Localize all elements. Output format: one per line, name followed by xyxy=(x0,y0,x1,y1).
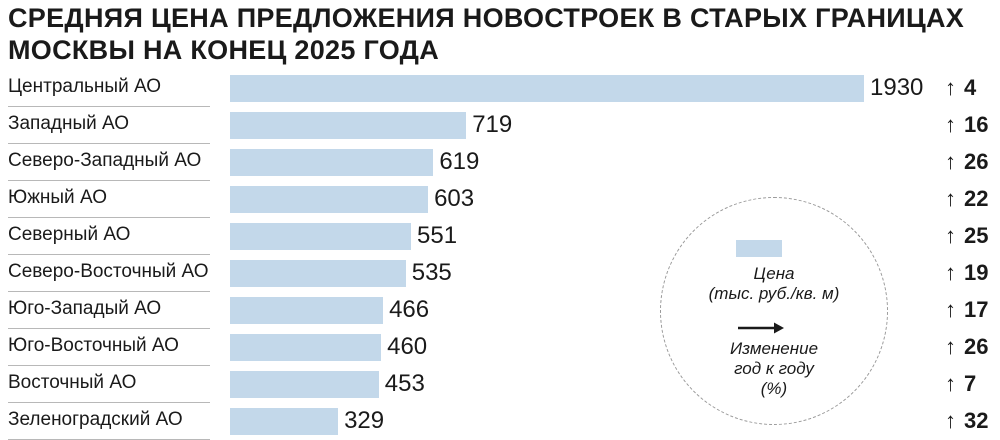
change-value: 22 xyxy=(964,186,989,211)
change-value: 32 xyxy=(964,408,989,433)
price-bar xyxy=(230,112,467,139)
chart-title-line-1: Средняя цена предложения новостроек в ст… xyxy=(8,3,965,33)
legend-change-sub: год к году xyxy=(734,359,814,378)
price-value-label: 453 xyxy=(384,370,425,397)
price-bar xyxy=(230,223,411,250)
change-label: ↑ 25 xyxy=(945,223,988,249)
arrow-up-icon: ↑ xyxy=(945,408,956,433)
row-divider xyxy=(8,106,210,107)
legend-price-swatch xyxy=(736,240,782,257)
bar-row: Северо-Восточный АО 535 ↑ 19 xyxy=(0,255,1000,292)
row-divider xyxy=(8,291,210,292)
price-bar xyxy=(230,186,429,213)
price-bar xyxy=(230,260,406,287)
change-label: ↑ 19 xyxy=(945,260,988,286)
change-value: 7 xyxy=(964,371,977,396)
arrow-up-icon: ↑ xyxy=(945,260,956,285)
price-value-label: 460 xyxy=(387,333,428,360)
arrow-up-icon: ↑ xyxy=(945,112,956,137)
arrow-up-icon: ↑ xyxy=(945,149,956,174)
price-bar xyxy=(230,75,864,102)
price-bar xyxy=(230,371,379,398)
row-divider xyxy=(8,217,210,218)
category-label: Центральный АО xyxy=(8,76,162,97)
change-label: ↑ 32 xyxy=(945,408,988,434)
price-value-label: 619 xyxy=(439,148,480,175)
bar-row: Зеленоградский АО 329 ↑ 32 xyxy=(0,403,1000,440)
bar-row: Северо-Западный АО 619 ↑ 26 xyxy=(0,144,1000,181)
legend-price-label: Цена xyxy=(753,264,795,283)
category-label: Западный АО xyxy=(8,113,130,134)
row-divider xyxy=(8,180,210,181)
bar-row: Восточный АО 453 ↑ 7 xyxy=(0,366,1000,403)
change-value: 17 xyxy=(964,297,989,322)
change-label: ↑ 22 xyxy=(945,186,988,212)
price-value-label: 551 xyxy=(417,222,458,249)
row-divider xyxy=(8,328,210,329)
arrow-right-icon xyxy=(738,322,784,334)
price-bar xyxy=(230,149,434,176)
bar-row: Западный АО 719 ↑ 16 xyxy=(0,107,1000,144)
category-label: Восточный АО xyxy=(8,372,137,393)
category-label: Северный АО xyxy=(8,224,131,245)
price-value-label: 329 xyxy=(344,407,385,434)
change-value: 19 xyxy=(964,260,989,285)
price-bar xyxy=(230,408,339,435)
change-value: 26 xyxy=(964,334,989,359)
category-label: Юго-Западый АО xyxy=(8,298,162,319)
chart-title: Средняя цена предложения новостроек в ст… xyxy=(8,2,993,66)
price-bar xyxy=(230,297,384,324)
price-value-label: 466 xyxy=(389,296,430,323)
change-value: 26 xyxy=(964,149,989,174)
bar-row: Северный АО 551 ↑ 25 xyxy=(0,218,1000,255)
row-divider xyxy=(8,254,210,255)
arrow-up-icon: ↑ xyxy=(945,334,956,359)
change-label: ↑ 4 xyxy=(945,75,976,101)
bar-row: Южный АО 603 ↑ 22 xyxy=(0,181,1000,218)
price-bar xyxy=(230,334,382,361)
bar-row: Центральный АО 1930 ↑ 4 xyxy=(0,70,1000,107)
arrow-up-icon: ↑ xyxy=(945,223,956,248)
change-value: 16 xyxy=(964,112,989,137)
price-value-label: 535 xyxy=(411,259,452,286)
change-value: 4 xyxy=(964,75,977,100)
change-label: ↑ 26 xyxy=(945,334,988,360)
row-divider xyxy=(8,143,210,144)
arrow-up-icon: ↑ xyxy=(945,371,956,396)
change-label: ↑ 16 xyxy=(945,112,988,138)
chart-title-line-2: Москвы на конец 2025 года xyxy=(8,35,440,65)
row-divider xyxy=(8,365,210,366)
category-label: Северо-Западный АО xyxy=(8,150,202,171)
price-value-label: 603 xyxy=(434,185,475,212)
arrow-up-icon: ↑ xyxy=(945,75,956,100)
price-value-label: 719 xyxy=(472,111,513,138)
category-label: Юго-Восточный АО xyxy=(8,335,179,356)
category-label: Зеленоградский АО xyxy=(8,409,183,430)
bar-row: Юго-Восточный АО 460 ↑ 26 xyxy=(0,329,1000,366)
legend-change-label: Изменение xyxy=(729,339,819,358)
legend-change-unit: (%) xyxy=(760,379,788,398)
change-label: ↑ 26 xyxy=(945,149,988,175)
category-label: Северо-Восточный АО xyxy=(8,261,209,282)
arrow-up-icon: ↑ xyxy=(945,297,956,322)
row-divider xyxy=(8,402,210,403)
legend: Цена (тыс. руб./кв. м) Изменение год к г… xyxy=(660,197,888,425)
legend-price-unit: (тыс. руб./кв. м) xyxy=(708,284,840,303)
change-value: 25 xyxy=(964,223,989,248)
change-label: ↑ 7 xyxy=(945,371,976,397)
bar-row: Юго-Западый АО 466 ↑ 17 xyxy=(0,292,1000,329)
change-label: ↑ 17 xyxy=(945,297,988,323)
arrow-up-icon: ↑ xyxy=(945,186,956,211)
price-value-label: 1930 xyxy=(870,74,924,101)
category-label: Южный АО xyxy=(8,187,107,208)
